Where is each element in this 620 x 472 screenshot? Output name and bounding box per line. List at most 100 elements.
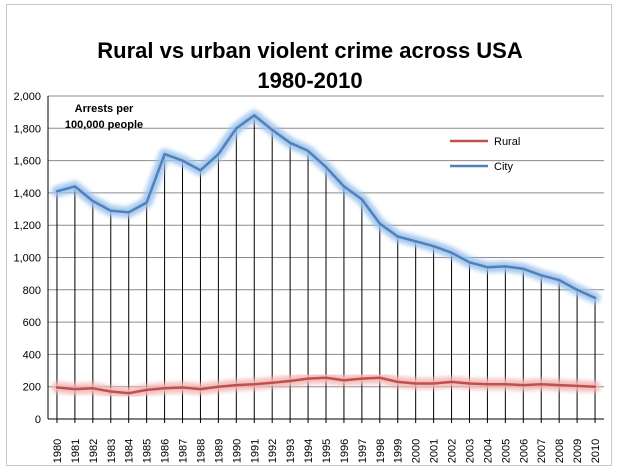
x-tick-label: 1988 <box>195 439 207 463</box>
data-point-rural <box>91 387 95 390</box>
x-tick-label: 1996 <box>339 439 351 463</box>
data-point-city <box>504 265 507 268</box>
x-tick-label: 2004 <box>482 439 494 463</box>
x-tick-label: 1982 <box>88 439 100 463</box>
data-point-city <box>575 288 579 291</box>
data-point-rural <box>396 380 399 384</box>
data-point-city <box>306 149 310 153</box>
data-point-city <box>109 209 112 212</box>
data-point-rural <box>450 380 453 384</box>
data-point-city <box>217 152 220 156</box>
y-tick-label: 1,200 <box>13 220 41 232</box>
data-point-city <box>235 127 238 130</box>
x-tick-label: 2005 <box>500 439 512 463</box>
x-tick-label: 2000 <box>411 439 423 463</box>
x-tick-label: 1993 <box>285 439 297 463</box>
annotation-line-2: 100,000 people <box>65 119 143 131</box>
x-tick-label: 2001 <box>429 439 441 463</box>
data-point-rural <box>288 379 292 383</box>
data-point-rural <box>253 383 256 386</box>
chart-title-line-1: Rural vs urban violent crime across USA <box>97 38 523 63</box>
y-tick-label: 600 <box>23 317 41 329</box>
data-point-rural <box>378 376 382 380</box>
x-tick-label: 1999 <box>393 439 405 463</box>
data-point-rural <box>593 385 597 388</box>
data-point-city <box>414 240 417 243</box>
data-point-city <box>468 261 471 264</box>
chart-title-line-2: 1980-2010 <box>257 68 363 93</box>
x-tick-label: 1981 <box>70 439 82 463</box>
x-tick-label: 1984 <box>124 439 136 463</box>
data-point-rural <box>504 383 507 386</box>
data-point-city <box>432 244 435 248</box>
data-point-city <box>288 141 292 145</box>
data-point-city <box>145 201 148 204</box>
x-tick-label: 2003 <box>464 439 476 463</box>
y-tick-label: 1,000 <box>13 253 41 265</box>
data-point-city <box>450 251 453 254</box>
data-point-rural <box>522 383 525 387</box>
data-point-rural <box>109 390 112 393</box>
data-point-rural <box>324 376 328 380</box>
x-tick-label: 2007 <box>536 439 548 463</box>
data-point-rural <box>55 386 59 389</box>
x-tick-label: 1991 <box>249 439 261 463</box>
x-tick-label: 1985 <box>142 439 154 463</box>
data-point-rural <box>575 384 579 388</box>
data-point-city <box>396 235 399 238</box>
data-point-city <box>378 222 382 225</box>
x-tick-label: 2010 <box>590 439 602 463</box>
data-point-rural <box>145 388 148 392</box>
data-point-rural <box>486 383 489 386</box>
y-tick-label: 1,800 <box>13 123 41 135</box>
data-point-city <box>127 211 130 214</box>
data-point-city <box>91 199 95 203</box>
x-tick-label: 1997 <box>357 439 369 463</box>
y-tick-label: 1,600 <box>13 156 41 168</box>
data-point-city <box>73 185 77 188</box>
y-tick-label: 200 <box>23 382 41 394</box>
data-point-rural <box>199 387 202 391</box>
y-tick-label: 800 <box>23 285 41 297</box>
data-point-city <box>324 165 328 169</box>
x-tick-label: 1998 <box>375 439 387 463</box>
x-tick-label: 1990 <box>231 439 243 463</box>
data-point-rural <box>270 381 274 384</box>
x-tick-label: 1994 <box>303 439 315 463</box>
data-point-city <box>593 296 597 300</box>
y-tick-label: 0 <box>35 414 41 426</box>
data-point-city <box>522 267 525 271</box>
data-point-city <box>270 128 274 132</box>
x-tick-label: 1995 <box>321 439 333 463</box>
data-point-rural <box>342 379 346 382</box>
data-point-rural <box>468 382 471 385</box>
x-tick-label: 2008 <box>554 439 566 463</box>
data-point-city <box>486 265 489 269</box>
data-point-city <box>360 198 364 201</box>
data-point-rural <box>235 383 238 387</box>
legend-label-city: City <box>494 161 513 173</box>
data-point-rural <box>432 382 435 385</box>
data-point-rural <box>306 377 310 380</box>
data-point-rural <box>73 387 77 391</box>
data-point-rural <box>414 382 417 385</box>
y-tick-label: 1,400 <box>13 188 41 200</box>
chart-title: Rural vs urban violent crime across USA … <box>0 36 620 96</box>
data-point-city <box>55 190 59 193</box>
y-tick-label: 400 <box>23 349 41 361</box>
legend-label-rural: Rural <box>494 136 520 148</box>
x-tick-label: 1992 <box>267 439 279 463</box>
data-point-city <box>557 278 561 282</box>
data-point-rural <box>540 383 543 386</box>
data-point-rural <box>127 391 130 395</box>
x-tick-label: 1980 <box>52 439 64 463</box>
data-point-city <box>199 169 202 172</box>
data-point-city <box>253 114 256 117</box>
x-tick-label: 1986 <box>160 439 172 463</box>
data-point-rural <box>360 377 364 380</box>
x-tick-label: 1989 <box>213 439 225 463</box>
x-tick-label: 2002 <box>447 439 459 463</box>
data-point-rural <box>217 385 220 388</box>
x-tick-label: 1987 <box>178 439 190 463</box>
